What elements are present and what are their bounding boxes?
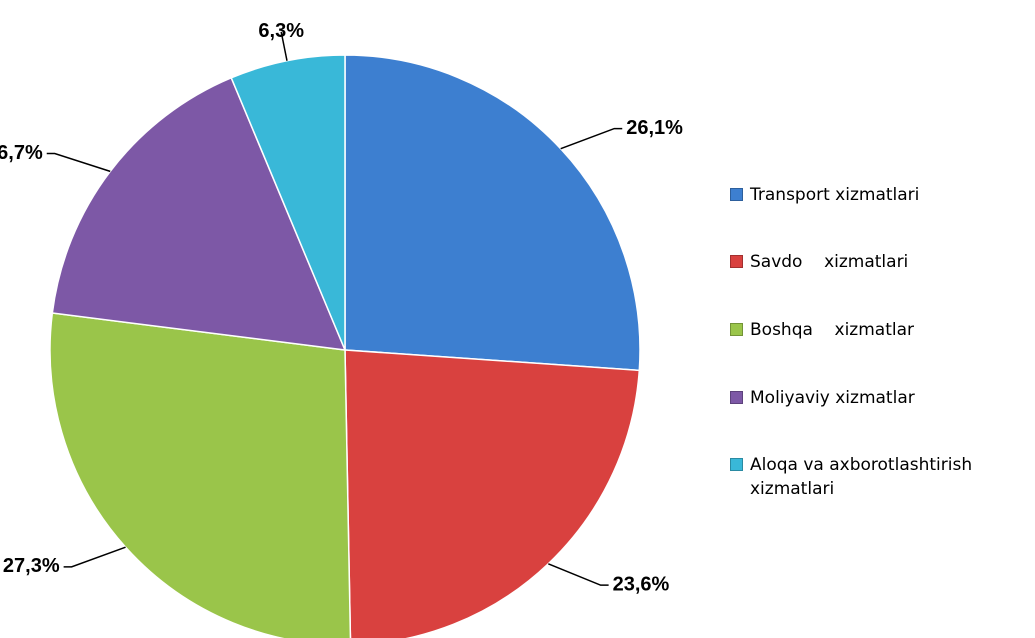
value-label: 16,7% xyxy=(0,142,43,164)
pie-slice xyxy=(344,349,641,638)
legend-swatch xyxy=(730,255,743,268)
legend-label: Boshqa xizmatlar xyxy=(750,320,914,340)
legend-swatch xyxy=(730,188,743,201)
legend-item: Aloqa va axborotlashtirish xizmatlari xyxy=(730,453,1035,501)
legend-swatch xyxy=(730,458,743,471)
value-label: 6,3% xyxy=(258,20,304,42)
legend-label: Savdo xizmatlari xyxy=(750,252,909,272)
pie-slice xyxy=(51,76,347,351)
value-label: 26,1% xyxy=(626,117,683,139)
pie-slice xyxy=(344,54,641,372)
legend-swatch xyxy=(730,323,743,336)
pie-slice xyxy=(49,312,352,638)
leader-line xyxy=(46,152,111,173)
legend-label: Aloqa va axborotlashtirish xizmatlari xyxy=(750,455,978,499)
legend-item: Transport xizmatlari xyxy=(730,183,1035,207)
legend-item: Moliyaviy xizmatlar xyxy=(730,386,1035,410)
legend-item: Boshqa xizmatlar xyxy=(730,318,1035,342)
legend-label: Transport xizmatlari xyxy=(750,185,920,205)
pie-slice xyxy=(230,54,346,351)
leader-line xyxy=(560,127,623,150)
legend-item: Savdo xizmatlari xyxy=(730,250,1035,274)
value-label: 23,6% xyxy=(613,573,670,595)
leader-line xyxy=(63,546,126,568)
legend-swatch xyxy=(730,391,743,404)
leader-line xyxy=(548,563,609,586)
leader-line xyxy=(280,31,288,61)
legend-label: Moliyaviy xizmatlar xyxy=(750,388,915,408)
value-label: 27,3% xyxy=(3,555,60,577)
